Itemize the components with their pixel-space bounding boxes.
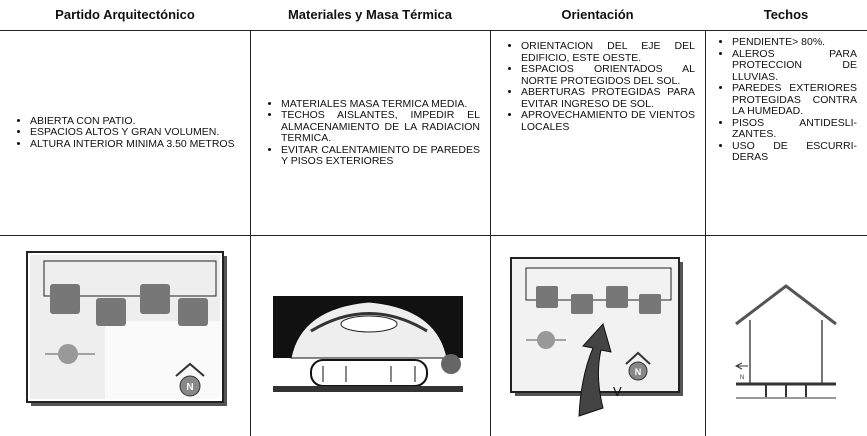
block: [571, 294, 593, 314]
north-label: N: [740, 375, 744, 381]
block: [639, 294, 661, 314]
figure-cell: N: [0, 235, 250, 436]
bullet-item: MATERIALES MASA TERMICA MEDIA.: [281, 98, 480, 111]
figure-cell: N V: [490, 235, 705, 436]
cell: ORIENTACION DEL EJE DEL EDIFICIO, ESTE O…: [490, 30, 705, 235]
base: [310, 359, 428, 387]
bullet-item: ESPACIOS ALTOS Y GRAN VOLUMEN.: [30, 127, 235, 139]
roof: [735, 284, 837, 326]
bullet-item: ABERTURAS PROTEGIDAS PARA EVITAR INGRESO…: [521, 86, 695, 110]
bullet-list: MATERIALES MASA TERMICA MEDIA.TECHOS AIS…: [257, 98, 480, 168]
block: [140, 284, 170, 314]
north-arrow: [175, 362, 205, 377]
bullet-item: PISOS ANTIDESLI-ZANTES.: [732, 117, 857, 141]
inner-box: [525, 267, 672, 301]
figure-cell: [250, 235, 490, 436]
block: [178, 298, 208, 326]
north-arrow: [625, 351, 651, 365]
wind-arrow: [578, 322, 612, 417]
block: [96, 298, 126, 326]
ground: [273, 386, 463, 392]
bullet-item: EVITAR CALENTAMIENTO DE PAREDES Y PISOS …: [281, 144, 480, 168]
cell: MATERIALES MASA TERMICA MEDIA.TECHOS AIS…: [250, 30, 490, 235]
column-header: Orientación: [561, 7, 634, 22]
bullet-item: ABIERTA CON PATIO.: [30, 115, 235, 128]
block: [606, 286, 628, 308]
tree: [441, 354, 461, 374]
cell: PENDIENTE> 80%.ALEROS PARA PROTECCION DE…: [705, 30, 867, 235]
bullet-item: ALTURA INTERIOR MINIMA 3.50 METROS: [30, 138, 235, 151]
bullet-item: APROVECHAMIENTO DE VIENTOS LOCALES: [521, 109, 695, 133]
dome-arc: [310, 312, 428, 333]
column-header: Partido Arquitectónico: [55, 7, 195, 22]
roof-figure: N: [734, 284, 837, 399]
bullet-item: ESPACIOS ORIENTADOS AL NORTE PROTEGIDOS …: [521, 63, 695, 87]
bullet-item: ALEROS PARA PROTECCION DE LLUVIAS.: [732, 48, 857, 84]
patio-figure: N: [26, 251, 227, 406]
bullet-list: ORIENTACION DEL EJE DEL EDIFICIO, ESTE O…: [497, 40, 695, 133]
bullet-list: PENDIENTE> 80%.ALEROS PARA PROTECCION DE…: [712, 36, 857, 164]
opening: [340, 315, 398, 333]
sun: [537, 331, 555, 349]
north-label: N: [635, 367, 642, 377]
bullet-item: PAREDES EXTERIORES PROTEGIDAS CONTRA LA …: [732, 82, 857, 118]
bullet-item: PENDIENTE> 80%.: [732, 36, 857, 49]
inner-box: [43, 260, 217, 297]
bullet-list: ABIERTA CON PATIO.ESPACIOS ALTOS Y GRAN …: [6, 115, 235, 151]
wind-label: V: [613, 384, 622, 399]
block: [50, 284, 80, 314]
north-label: N: [186, 382, 193, 393]
north-badge: [179, 375, 201, 397]
column-header: Materiales y Masa Térmica: [287, 7, 453, 22]
north-badge: [628, 361, 648, 381]
bullet-item: ORIENTACION DEL EJE DEL EDIFICIO, ESTE O…: [521, 40, 695, 64]
bullet-item: USO DE ESCURRI-DERAS: [732, 140, 857, 164]
mass-figure: [273, 296, 463, 392]
figure-cell: N: [705, 235, 867, 436]
cell: ABIERTA CON PATIO.ESPACIOS ALTOS Y GRAN …: [0, 30, 250, 235]
block: [536, 286, 558, 308]
column-header: Techos: [763, 7, 809, 22]
sun: [58, 344, 78, 364]
patio: [105, 321, 220, 399]
bullet-item: TECHOS AISLANTES, IMPEDIR EL ALMACENAMIE…: [281, 109, 480, 145]
orientation-figure: N V: [510, 257, 683, 417]
